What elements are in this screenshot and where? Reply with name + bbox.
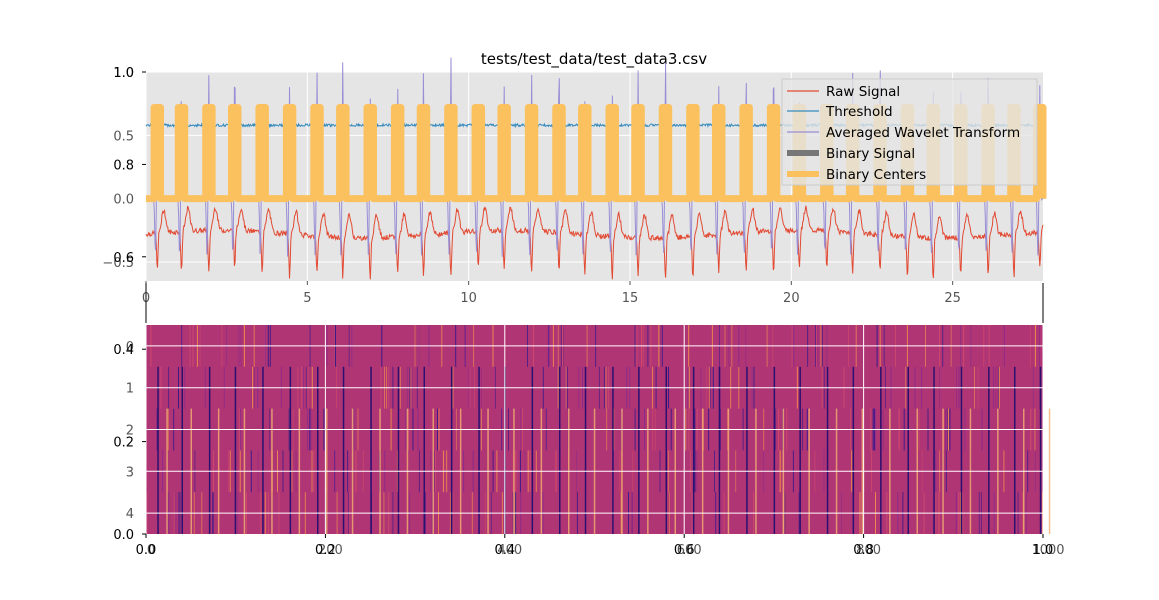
overlay-y-tick-label: 1.0 — [113, 66, 134, 81]
bottom-x-tick-label: 200 — [318, 543, 343, 558]
bottom-y-tick-label: 2 — [126, 424, 134, 439]
overlay-x-tick-label: 0.6 — [674, 543, 695, 558]
heatmap-beat-stripe — [1048, 408, 1051, 534]
heatmap-beat-stripe — [559, 366, 561, 534]
bottom-grid — [145, 325, 1044, 534]
legend-label-threshold: Threshold — [825, 104, 893, 120]
legend-box — [781, 78, 1038, 186]
top-x-tick-label: 25 — [944, 291, 961, 306]
bottom-y-tick-label: 1 — [126, 382, 134, 397]
heatmap-beat-stripe — [665, 366, 667, 534]
heatmap-beat-stripe — [746, 366, 748, 534]
top-x-tick-label: 10 — [460, 291, 477, 306]
heatmap-beat-stripe — [799, 366, 801, 534]
legend-label-wavelet: Averaged Wavelet Transform — [826, 125, 1020, 141]
bottom-x-tick-label: 400 — [497, 543, 522, 558]
heatmap-beat-stripe — [880, 366, 882, 534]
heatmap-beat-stripe — [370, 366, 372, 534]
heatmap-beat-stripe — [826, 366, 829, 534]
top-y-tick-label: 0.0 — [113, 193, 134, 208]
heatmap-beat-stripe — [181, 366, 183, 534]
heatmap-beat-stripe — [157, 366, 159, 534]
heatmap-beat-stripe — [262, 366, 264, 534]
bottom-y-tick-label: 4 — [126, 507, 134, 522]
bottom-y-tick-label: 0 — [126, 340, 134, 355]
legend-label-binary-centers: Binary Centers — [826, 167, 926, 183]
heatmap-beat-stripe — [397, 366, 400, 534]
heatmap-beat-stripe — [1039, 366, 1042, 534]
bottom-x-tick-label: 1000 — [1031, 543, 1064, 558]
overlay-tick-labels: 0.0 0.2 0.4 0.6 0.8 1.0 0.0 0.2 0.4 0.6 0.8 1.0 — [113, 66, 1053, 558]
top-y-tick-label: 1.0 — [113, 66, 134, 81]
heatmap-beat-stripe — [692, 366, 695, 534]
bottom-x-tick-label: 800 — [856, 543, 881, 558]
heatmap-beat-stripe — [988, 366, 990, 534]
heatmap-beat-stripe — [450, 366, 453, 534]
bottom-x-tick-label: 600 — [677, 543, 702, 558]
heatmap-beat-stripe — [342, 366, 345, 534]
heatmap-beat-stripe — [1014, 366, 1016, 534]
series-raw-signal — [145, 205, 1044, 280]
overlay-y-tick-label: 0.6 — [113, 251, 134, 266]
overlay-x-tick-label: 0.4 — [494, 543, 515, 558]
heatmap-beat-stripe — [612, 366, 614, 534]
overlay-y-tick-label: 0.0 — [113, 528, 134, 543]
overlay-y-tick-label: 0.2 — [113, 436, 134, 451]
overlay-x-tick-label: 0.8 — [853, 543, 874, 558]
heatmap-beat-stripe — [773, 366, 776, 534]
overlay-x-tick-label: 0.0 — [136, 543, 157, 558]
heatmap-beat-stripe — [718, 366, 721, 534]
heatmap-beat-stripe — [208, 366, 211, 534]
heatmap-beat-stripe — [423, 366, 425, 534]
heatmap-beat-stripe — [584, 366, 587, 534]
top-y-tick-label: 0.5 — [113, 129, 134, 144]
top-y-tick-label: −0.5 — [102, 256, 134, 271]
overlay-y-tick-label: 0.4 — [113, 343, 134, 358]
heatmap-beat-stripe — [478, 366, 480, 534]
legend-label-raw-signal: Raw Signal — [826, 84, 900, 100]
overlay-x-tick-label: 1.0 — [1033, 543, 1054, 558]
heatmap-beat-stripe — [234, 366, 237, 534]
heatmap-beat-stripe — [531, 366, 534, 534]
heatmap-beat-stripe — [317, 366, 319, 534]
overlay-x-tick-label: 0.2 — [315, 543, 336, 558]
legend: Raw Signal Threshold Averaged Wavelet Tr… — [781, 78, 1038, 186]
top-tick-labels: 0 5 10 15 20 25−0.50.00.51.0 — [102, 66, 961, 306]
top-x-tick-label: 5 — [303, 291, 311, 306]
heatmap-beat-stripe — [289, 366, 292, 534]
overlay-y-tick-label: 0.8 — [113, 158, 134, 173]
bottom-y-tick-label: 3 — [126, 465, 134, 480]
bottom-x-tick-label: 0 — [147, 543, 155, 558]
heatmap-beat-stripe — [852, 366, 855, 534]
heatmap-beat-stripe — [638, 366, 640, 534]
heatmap-beat-stripe — [907, 366, 909, 534]
heatmap-beat-stripe — [960, 366, 963, 534]
legend-label-binary-signal: Binary Signal — [826, 146, 915, 162]
heatmap-beat-stripe — [933, 366, 935, 534]
top-x-tick-label: 20 — [783, 291, 800, 306]
bottom-tick-labels: 0 200 400 600 800 1000 0 1 2 3 4 — [126, 340, 1065, 558]
top-x-tick-label: 15 — [622, 291, 639, 306]
chart-title: tests/test_data/test_data3.csv — [481, 50, 707, 69]
